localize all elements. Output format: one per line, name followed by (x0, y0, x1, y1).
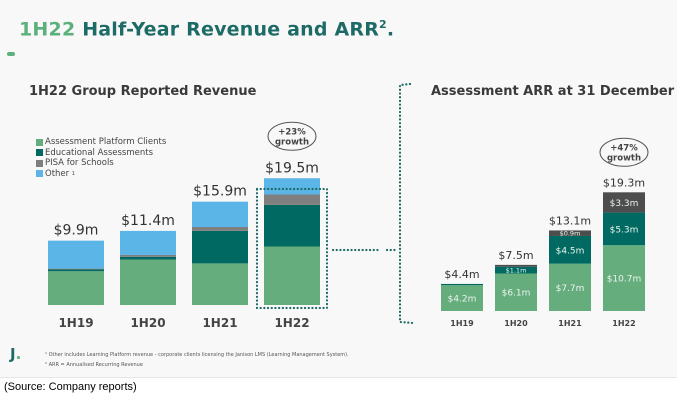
revenue-chart-title: 1H22 Group Reported Revenue (29, 84, 257, 99)
segment-value-label: $6.1m (502, 289, 531, 299)
x-tick-label: 1H20 (130, 316, 165, 330)
x-tick-label: 1H22 (612, 319, 635, 328)
bar-segment-assessment-platform-clients-1h20 (495, 273, 537, 311)
growth-callout-ellipse (599, 137, 649, 167)
legend-label: PISA for Schools (45, 158, 114, 168)
growth-callout-label: growth (275, 137, 309, 147)
legend-swatch (36, 170, 43, 178)
bar-segment-assessment-platform-clients-1h22 (264, 246, 320, 305)
total-value-label: $7.5m (498, 249, 533, 262)
bar-segment-other-1h19 (48, 240, 104, 269)
bar-segment-assessment-platform-clients-1h19 (441, 285, 483, 311)
growth-callout-ellipse (267, 121, 317, 151)
x-tick-label: 1H21 (558, 319, 582, 328)
legend-item-other: Other 1 (36, 169, 166, 180)
footnote-1: ¹ Other includes Learning Platform reven… (45, 352, 349, 358)
slide-title-highlight: 1H22 (19, 18, 76, 41)
segment-value-label: $1.1m (506, 267, 527, 275)
x-tick-label: 1H22 (274, 316, 309, 330)
bar-segment-assessment-platform-clients-1h20 (120, 259, 176, 305)
highlight-box-1h22 (255, 187, 329, 310)
logo-letter: J (10, 345, 16, 363)
x-tick-label: 1H21 (202, 316, 237, 330)
total-value-label: $19.3m (603, 176, 645, 189)
bar-segment-assessment-platform-clients-1h22 (603, 245, 645, 311)
legend-item-educational: Educational Assessments (36, 148, 166, 159)
legend-item-assessment-platform: Assessment Platform Clients (36, 137, 166, 148)
slide-title-superscript: 2 (379, 18, 387, 31)
segment-value-label: $0.9m (560, 230, 581, 238)
slide-title-text: Half-Year Revenue and ARR (75, 18, 380, 41)
source-caption: (Source: Company reports) (4, 381, 137, 393)
bar-segment-other-1h21 (192, 201, 248, 227)
legend-item-pisa: PISA for Schools (36, 158, 166, 169)
bar-segment-assessment-platform-clients-1h21 (192, 263, 248, 305)
bar-segment-pisa-for-schools-1h22 (264, 194, 320, 205)
footnote-2: ² ARR = Annualised Recurring Revenue (45, 362, 143, 368)
x-tick-label: 1H19 (58, 316, 93, 330)
legend-label: Other (45, 168, 70, 179)
total-value-label: $13.1m (549, 214, 591, 227)
legend-label: Educational Assessments (45, 147, 154, 158)
bar-segment-educational-assessments-1h19 (48, 269, 104, 272)
bar-segment-educational-assessments-1h19 (441, 283, 483, 286)
segment-value-label: $7.7m (556, 284, 585, 294)
arr-chart-title: Assessment ARR at 31 December (431, 84, 675, 99)
arr-bracket (398, 82, 415, 325)
legend-footnote-marker: 1 (71, 170, 76, 177)
bar-segment-assessment-platform-clients-1h21 (549, 263, 591, 311)
janison-logo: J. (10, 345, 21, 363)
total-value-label: $11.4m (121, 213, 175, 229)
growth-callout-percent: +47% (610, 143, 638, 153)
segment-value-label: $3.3m (610, 199, 639, 209)
segment-value-label: $4.5m (556, 246, 585, 256)
segment-value-label: $10.7m (607, 275, 642, 285)
bar-segment-other-1h20 (120, 230, 176, 255)
segment-value-label: $4.2m (448, 295, 477, 305)
bar-segment-educational-assessments-1h22 (603, 212, 645, 246)
bar-segment-educational-assessments-1h22 (264, 204, 320, 247)
bar-segment-pisa-for-schools-1h22 (603, 192, 645, 213)
bar-segment-educational-assessments-1h21 (192, 230, 248, 264)
legend-swatch (36, 149, 43, 157)
total-value-label: $4.4m (444, 268, 479, 281)
bar-segment-other-1h22 (264, 178, 320, 195)
bar-segment-pisa-for-schools-1h19 (48, 268, 104, 270)
bar-segment-pisa-for-schools-1h21 (549, 230, 591, 236)
segment-value-label: $5.3m (610, 225, 639, 235)
bar-segment-educational-assessments-1h21 (549, 235, 591, 264)
slide-title: 1H22 Half-Year Revenue and ARR2. (19, 18, 394, 40)
bar-segment-assessment-platform-clients-1h19 (48, 271, 104, 305)
logo-dot: . (15, 345, 22, 363)
total-value-label: $15.9m (193, 184, 247, 200)
charts-canvas: $9.9m 1H19 $11.4m 1H20 $15.9m 1H21 $19.5m 1H22 +… (48, 82, 649, 330)
growth-callout-label: growth (607, 153, 641, 163)
legend-label: Assessment Platform Clients (45, 137, 167, 147)
total-value-label: $19.5m (265, 160, 319, 176)
bar-segment-educational-assessments-1h20 (120, 256, 176, 260)
legend-swatch (36, 159, 43, 167)
title-accent-bar (7, 52, 15, 56)
bar-segment-pisa-for-schools-1h20 (120, 254, 176, 257)
x-tick-label: 1H20 (504, 319, 528, 328)
slide-title-end: . (386, 18, 395, 41)
growth-callout-percent: +23% (278, 127, 306, 137)
bar-segment-educational-assessments-1h20 (495, 266, 537, 274)
legend-swatch (36, 138, 43, 146)
revenue-legend: Assessment Platform Clients Educational … (36, 137, 166, 179)
total-value-label: $9.9m (54, 223, 99, 239)
bar-segment-pisa-for-schools-1h20 (495, 264, 537, 267)
x-tick-label: 1H19 (450, 319, 474, 328)
slide: 1H22 Half-Year Revenue and ARR2. 1H22 Gr… (0, 18, 677, 378)
bar-segment-pisa-for-schools-1h21 (192, 227, 248, 231)
